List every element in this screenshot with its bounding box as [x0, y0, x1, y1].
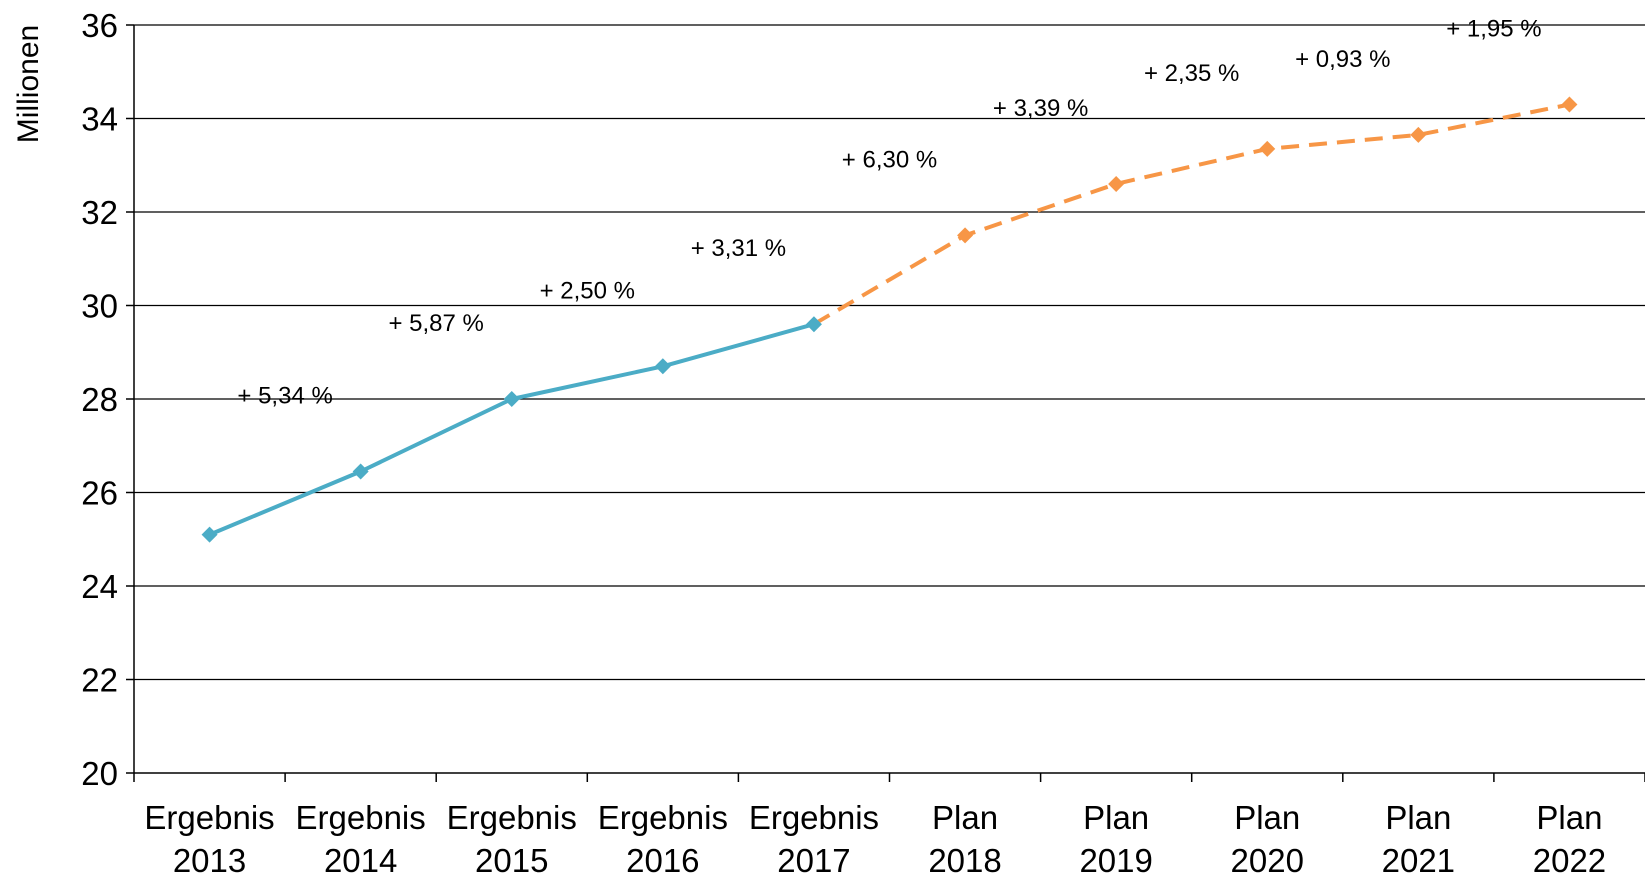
series-markers [201, 96, 1578, 543]
axes [126, 24, 1645, 782]
data-labels: + 5,34 % + 5,87 % + 2,50 % + 3,31 % + 6,30 %… [237, 15, 1541, 409]
y-tick-label: 26 [81, 475, 118, 512]
plan-series-line [812, 102, 1570, 326]
data-point-marker [805, 316, 822, 333]
data-point-marker [1561, 96, 1578, 113]
x-category-label-line2: 2022 [1533, 842, 1606, 878]
y-axis-title: Millionen [12, 25, 45, 143]
data-point-marker [503, 391, 520, 407]
y-tick-label: 24 [81, 568, 118, 605]
y-tick-label: 22 [81, 662, 118, 699]
x-category-labels: Ergebnis 2013 Ergebnis 2014 Ergebnis 2015 Erge… [144, 799, 1606, 878]
growth-label: + 3,39 % [993, 95, 1088, 122]
growth-label: + 5,87 % [388, 310, 483, 337]
x-category-label-line1: Plan [1083, 799, 1149, 836]
data-point-marker [1410, 126, 1427, 143]
data-point-marker [1108, 175, 1125, 192]
data-point-marker [352, 463, 369, 480]
x-category-label-line1: Ergebnis [749, 799, 879, 836]
result-series-line [208, 322, 815, 537]
x-category-label-line1: Plan [1234, 799, 1300, 836]
x-category-label-line2: 2020 [1231, 842, 1304, 878]
growth-label: + 1,95 % [1446, 15, 1541, 42]
x-category-label-line2: 2013 [173, 842, 246, 878]
y-tick-label: 36 [81, 7, 118, 44]
y-tick-label: 30 [81, 288, 118, 325]
y-tick-label: 28 [81, 381, 118, 418]
x-category-label-line2: 2015 [475, 842, 548, 878]
x-category-label-line1: Ergebnis [296, 799, 426, 836]
data-point-marker [957, 227, 974, 244]
x-category-label-line1: Plan [1385, 799, 1451, 836]
data-point-marker [1259, 140, 1276, 157]
x-category-label-line1: Ergebnis [144, 799, 274, 836]
x-category-label-line1: Ergebnis [598, 799, 728, 836]
x-category-label-line2: 2014 [324, 842, 397, 878]
x-category-label-line1: Plan [1536, 799, 1602, 836]
y-tick-label: 34 [81, 101, 118, 138]
x-category-label-line1: Ergebnis [447, 799, 577, 836]
growth-label: + 2,50 % [540, 277, 635, 304]
x-category-label-line1: Plan [932, 799, 998, 836]
growth-label: + 0,93 % [1295, 46, 1390, 73]
growth-label: + 5,34 % [237, 382, 332, 409]
x-category-label-line2: 2019 [1079, 842, 1152, 878]
y-tick-label: 20 [81, 755, 118, 792]
y-tick-label: 32 [81, 194, 118, 231]
data-point-marker [201, 526, 218, 543]
x-category-label-line2: 2016 [626, 842, 699, 878]
growth-label: + 2,35 % [1144, 60, 1239, 87]
y-tick-labels: 20 22 24 26 28 30 32 34 36 [81, 7, 118, 792]
growth-label: + 3,31 % [691, 235, 786, 262]
x-category-label-line2: 2021 [1382, 842, 1455, 878]
x-category-label-line2: 2018 [928, 842, 1001, 878]
data-point-marker [654, 358, 671, 375]
growth-label: + 6,30 % [842, 146, 937, 173]
gridlines [134, 24, 1645, 681]
x-category-label-line2: 2017 [777, 842, 850, 878]
